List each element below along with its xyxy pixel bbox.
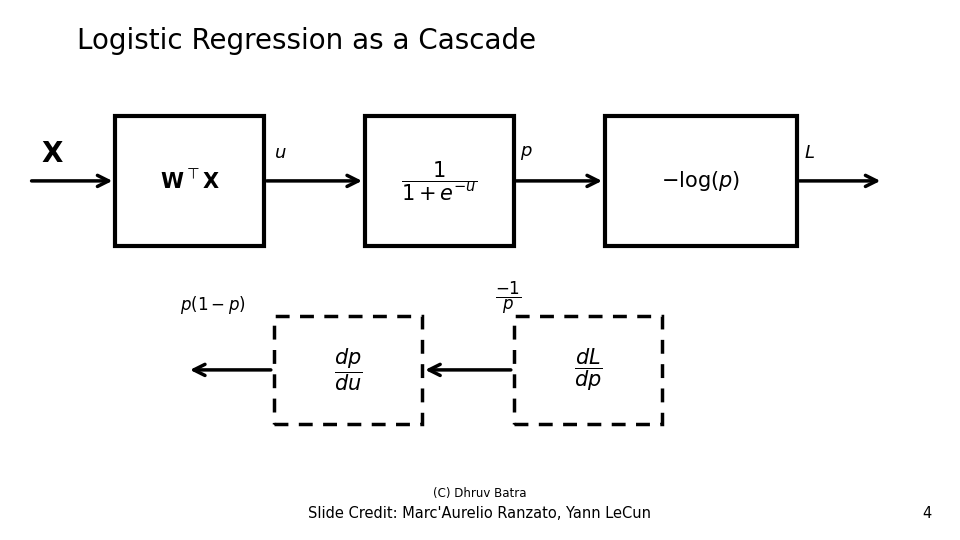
Text: Logistic Regression as a Cascade: Logistic Regression as a Cascade	[77, 27, 536, 55]
Text: Slide Credit: Marc'Aurelio Ranzato, Yann LeCun: Slide Credit: Marc'Aurelio Ranzato, Yann…	[308, 506, 652, 521]
Bar	[605, 116, 797, 246]
Bar	[115, 116, 264, 246]
Text: $\dfrac{dp}{du}$: $\dfrac{dp}{du}$	[334, 347, 362, 393]
Text: $p$: $p$	[520, 144, 533, 162]
Text: (C) Dhruv Batra: (C) Dhruv Batra	[433, 487, 527, 500]
Text: $\dfrac{1}{1+e^{-u}}$: $\dfrac{1}{1+e^{-u}}$	[400, 159, 478, 202]
Text: $p(1-p)$: $p(1-p)$	[180, 294, 246, 316]
Text: 4: 4	[922, 506, 931, 521]
Text: $\mathbf{X}$: $\mathbf{X}$	[41, 140, 64, 168]
Bar	[514, 316, 662, 424]
Bar	[365, 116, 514, 246]
Text: $-\log(p)$: $-\log(p)$	[661, 169, 740, 193]
Text: $\mathbf{W}^\top\mathbf{X}$: $\mathbf{W}^\top\mathbf{X}$	[159, 169, 220, 193]
Text: $\dfrac{-1}{p}$: $\dfrac{-1}{p}$	[495, 280, 522, 316]
Bar	[274, 316, 422, 424]
Text: $u$: $u$	[274, 144, 286, 162]
Text: $L$: $L$	[804, 144, 815, 162]
Text: $\dfrac{dL}{dp}$: $\dfrac{dL}{dp}$	[574, 347, 602, 393]
